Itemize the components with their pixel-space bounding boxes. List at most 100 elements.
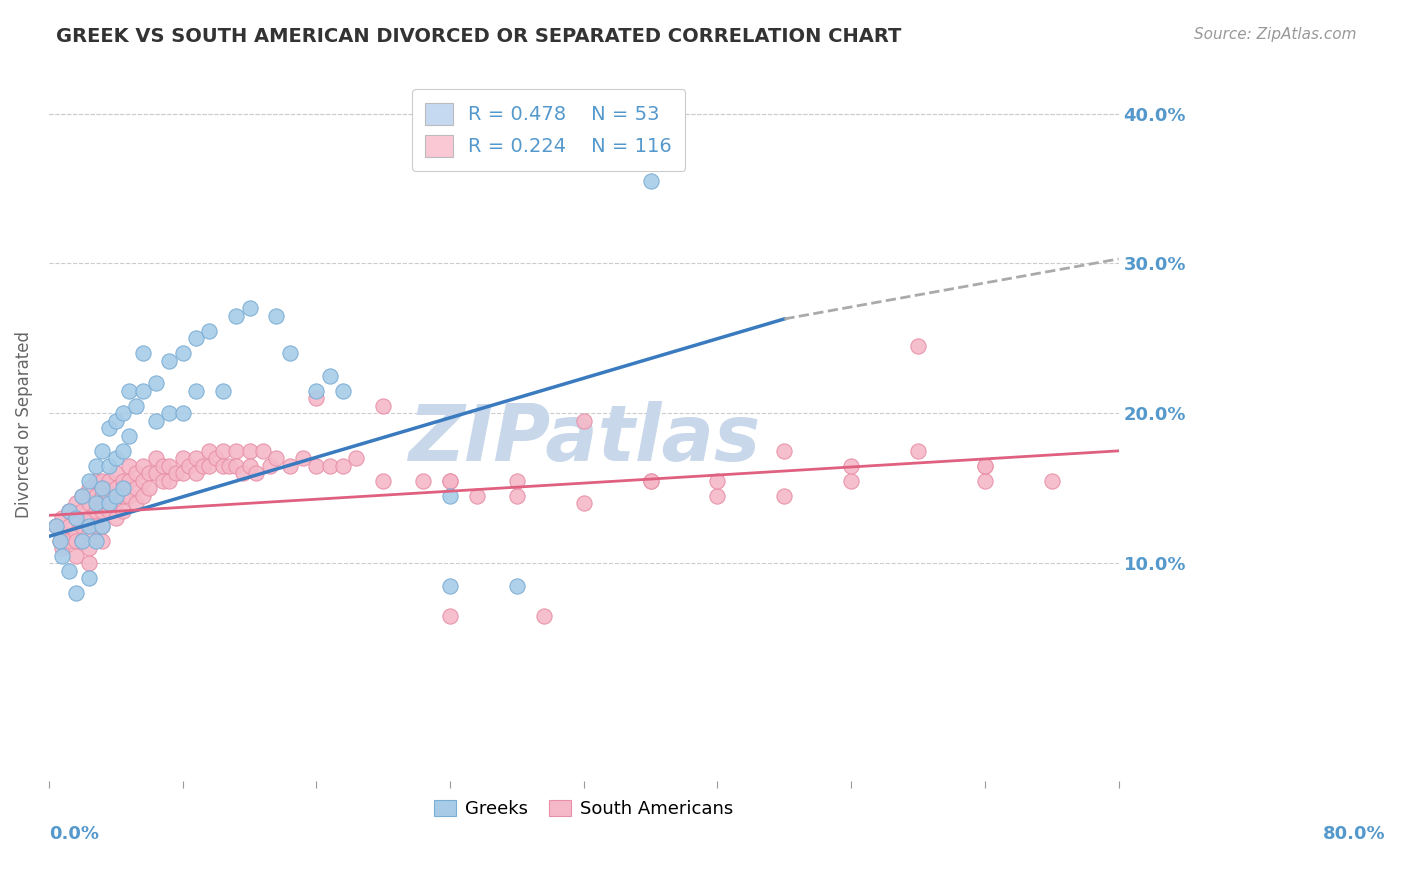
Point	[640, 174, 662, 188]
Point	[111, 489, 134, 503]
Point	[72, 504, 94, 518]
Point	[77, 511, 100, 525]
Point	[184, 384, 207, 398]
Point	[91, 519, 114, 533]
Point	[640, 474, 662, 488]
Point	[973, 458, 995, 473]
Point	[506, 474, 529, 488]
Point	[72, 533, 94, 548]
Point	[104, 489, 127, 503]
Point	[533, 608, 555, 623]
Point	[152, 474, 174, 488]
Point	[145, 376, 167, 391]
Point	[77, 541, 100, 556]
Point	[98, 489, 121, 503]
Point	[98, 421, 121, 435]
Point	[72, 519, 94, 533]
Point	[45, 519, 67, 533]
Point	[72, 533, 94, 548]
Point	[131, 346, 153, 360]
Point	[138, 481, 160, 495]
Point	[84, 504, 107, 518]
Point	[184, 331, 207, 345]
Point	[98, 458, 121, 473]
Point	[238, 443, 260, 458]
Point	[51, 526, 73, 541]
Point	[184, 451, 207, 466]
Point	[439, 474, 461, 488]
Point	[506, 579, 529, 593]
Point	[111, 474, 134, 488]
Point	[205, 451, 228, 466]
Point	[131, 489, 153, 503]
Point	[91, 481, 114, 495]
Point	[98, 496, 121, 510]
Point	[48, 533, 70, 548]
Point	[572, 414, 595, 428]
Point	[58, 504, 80, 518]
Point	[319, 368, 342, 383]
Point	[157, 458, 180, 473]
Text: ZIPatlas: ZIPatlas	[408, 401, 759, 477]
Point	[98, 504, 121, 518]
Point	[145, 451, 167, 466]
Point	[91, 474, 114, 488]
Point	[172, 451, 194, 466]
Point	[319, 458, 342, 473]
Point	[973, 458, 995, 473]
Point	[506, 489, 529, 503]
Point	[84, 489, 107, 503]
Point	[172, 406, 194, 420]
Point	[259, 458, 281, 473]
Point	[104, 481, 127, 495]
Point	[439, 474, 461, 488]
Point	[77, 474, 100, 488]
Text: GREEK VS SOUTH AMERICAN DIVORCED OR SEPARATED CORRELATION CHART: GREEK VS SOUTH AMERICAN DIVORCED OR SEPA…	[56, 27, 901, 45]
Point	[198, 324, 221, 338]
Point	[278, 346, 301, 360]
Point	[91, 489, 114, 503]
Point	[198, 458, 221, 473]
Point	[58, 519, 80, 533]
Point	[373, 474, 395, 488]
Point	[77, 557, 100, 571]
Point	[211, 384, 233, 398]
Point	[198, 443, 221, 458]
Point	[111, 504, 134, 518]
Point	[264, 309, 287, 323]
Point	[640, 474, 662, 488]
Point	[305, 392, 328, 406]
Point	[111, 406, 134, 420]
Point	[58, 533, 80, 548]
Point	[305, 384, 328, 398]
Point	[104, 414, 127, 428]
Point	[125, 399, 148, 413]
Point	[332, 458, 354, 473]
Point	[104, 511, 127, 525]
Point	[91, 504, 114, 518]
Point	[65, 511, 87, 525]
Point	[439, 579, 461, 593]
Point	[77, 496, 100, 510]
Point	[264, 451, 287, 466]
Point	[104, 496, 127, 510]
Y-axis label: Divorced or Separated: Divorced or Separated	[15, 331, 32, 518]
Point	[111, 481, 134, 495]
Text: 0.0%: 0.0%	[49, 825, 98, 843]
Point	[225, 309, 247, 323]
Point	[84, 458, 107, 473]
Text: 80.0%: 80.0%	[1323, 825, 1386, 843]
Point	[252, 443, 274, 458]
Point	[218, 458, 240, 473]
Point	[412, 474, 434, 488]
Point	[84, 533, 107, 548]
Point	[118, 489, 141, 503]
Point	[77, 519, 100, 533]
Point	[138, 467, 160, 481]
Point	[773, 489, 796, 503]
Point	[65, 496, 87, 510]
Point	[84, 519, 107, 533]
Point	[104, 467, 127, 481]
Point	[191, 458, 214, 473]
Point	[907, 339, 929, 353]
